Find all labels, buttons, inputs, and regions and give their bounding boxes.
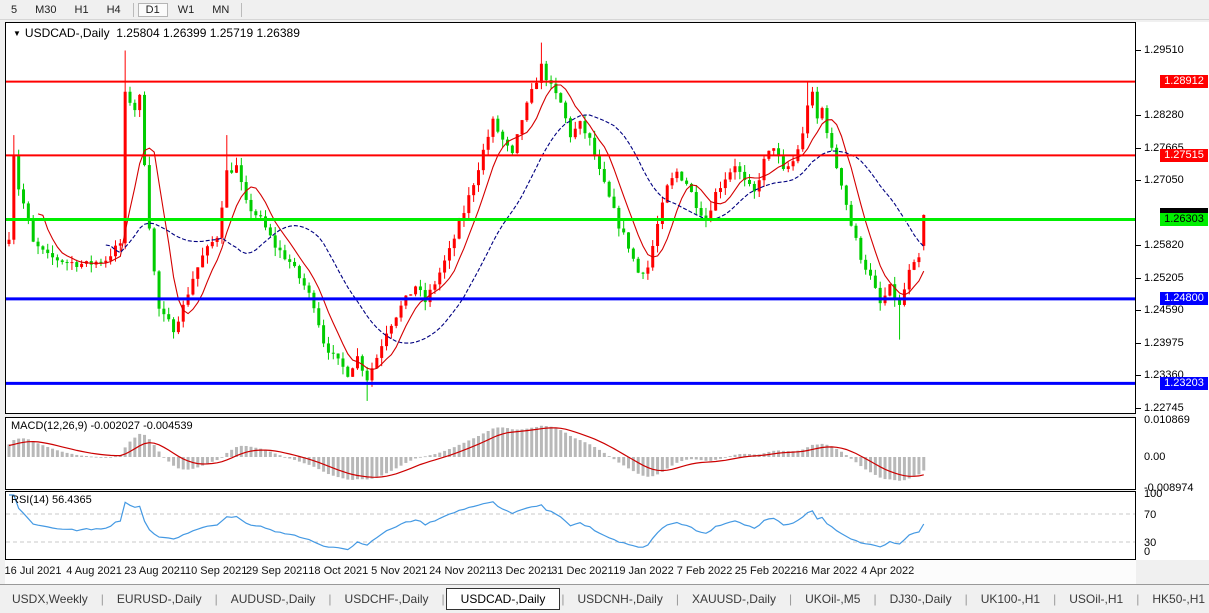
ohlc-close: 1.26389: [256, 26, 300, 40]
tab-separator: |: [214, 592, 218, 606]
macd-label: MACD(12,26,9) -0.002027 -0.004539: [11, 420, 193, 432]
ohlc-high: 1.26399: [163, 26, 207, 40]
timeframe-button-h4[interactable]: H4: [106, 3, 121, 16]
level-price-label: 1.28912: [1160, 75, 1208, 89]
date-axis-label: 7 Feb 2022: [676, 565, 733, 577]
date-axis-label: 18 Oct 2021: [308, 565, 369, 577]
timeframe-button-w1[interactable]: W1: [177, 3, 195, 16]
tab-usdcnh[interactable]: USDCNH-,Daily: [577, 592, 663, 606]
macd-axis-tick-label: 0.00: [1144, 451, 1166, 463]
date-axis-label: 4 Apr 2022: [861, 565, 915, 577]
candlestick-chart[interactable]: [6, 23, 1135, 413]
date-axis-label: 25 Feb 2022: [734, 565, 797, 577]
price-axis-tick-label: 1.23975: [1144, 336, 1184, 349]
tab-separator: |: [788, 592, 793, 606]
price-axis-tick-mark: [1136, 375, 1141, 377]
rsi-axis-tick-label: 100: [1144, 488, 1163, 500]
chart-symbol: USDCAD-,Daily: [24, 26, 110, 40]
price-axis-tick-mark: [1136, 115, 1141, 116]
price-axis-tick-label: 1.22745: [1144, 401, 1184, 414]
macd-axis-tick-label: 0.010869: [1144, 414, 1190, 426]
tab-separator: |: [561, 592, 565, 606]
tab-eurusd[interactable]: EURUSD-,Daily: [116, 592, 202, 606]
price-axis-tick-mark: [1136, 50, 1141, 51]
tab-usdcad[interactable]: USDCAD-,Daily: [445, 588, 561, 610]
timeframe-button-d1[interactable]: D1: [137, 2, 168, 17]
date-axis-label: 24 Nov 2021: [429, 565, 492, 577]
tab-dj30[interactable]: DJ30-,Daily: [889, 592, 952, 606]
ohlc-open: 1.25804: [116, 26, 160, 40]
level-price-label: 1.23203: [1160, 376, 1208, 390]
main-chart-panel[interactable]: ▼ USDCAD-,Daily 1.25804 1.26399 1.25719 1…: [5, 22, 1136, 414]
timeframe-button-mn[interactable]: MN: [212, 3, 230, 16]
price-axis-tick-label: 1.25205: [1144, 271, 1184, 284]
price-axis-tick-mark: [1136, 342, 1141, 344]
tab-separator: |: [873, 592, 877, 606]
tab-hk50[interactable]: HK50-,H1: [1152, 592, 1206, 606]
rsi-axis-tick-label: 30: [1144, 537, 1157, 549]
ohlc-low: 1.25719: [209, 26, 254, 40]
chevron-down-icon[interactable]: ▼: [13, 29, 21, 38]
date-axis-label: 31 Dec 2021: [551, 565, 614, 577]
toolbar-separator: [241, 2, 243, 17]
level-price-label: 1.27515: [1160, 148, 1208, 162]
tab-usdchf[interactable]: USDCHF-,Daily: [344, 592, 429, 606]
tab-uk100[interactable]: UK100-,H1: [980, 592, 1041, 606]
tab-separator: |: [441, 592, 445, 606]
price-axis-tick-mark: [1136, 407, 1141, 409]
tab-separator: |: [100, 592, 104, 606]
price-axis-tick-mark: [1136, 245, 1141, 247]
macd-axis-tick-label: -0.008974: [1144, 481, 1194, 494]
level-price-label: 1.26303: [1160, 212, 1208, 226]
tab-audusd[interactable]: AUDUSD-,Daily: [230, 592, 316, 606]
date-axis-label: 5 Nov 2021: [371, 565, 428, 577]
macd-panel[interactable]: MACD(12,26,9) -0.002027 -0.004539: [5, 417, 1136, 490]
level-price-label: 1.24800: [1160, 292, 1208, 306]
tab-separator: |: [1136, 592, 1140, 606]
rsi-axis-tick-label: 0: [1144, 546, 1151, 558]
toolbar-separator: [132, 2, 134, 17]
price-axis: 1.29510 1.28280 1.27665 1.27050 1.25820 1.252…: [1136, 22, 1209, 560]
tab-ukoil[interactable]: UKOil-,M5: [805, 592, 861, 606]
price-axis-tick-mark: [1136, 310, 1141, 312]
rsi-panel[interactable]: RSI(14) 56.4365: [5, 491, 1136, 560]
timeframe-button-m30[interactable]: M30: [35, 3, 57, 16]
date-axis-label: 16 Jul 2021: [4, 565, 62, 577]
rsi-axis-tick-label: 70: [1144, 509, 1157, 521]
price-axis-tick-label: 1.25820: [1144, 239, 1184, 252]
tab-separator: |: [964, 592, 968, 606]
tab-xauusd[interactable]: XAUUSD-,Daily: [691, 592, 776, 606]
timeframe-button-5[interactable]: 5: [11, 3, 18, 16]
tab-usdx[interactable]: USDX,Weekly: [12, 592, 88, 606]
rsi-chart[interactable]: [6, 492, 1135, 559]
tab-separator: |: [1053, 592, 1057, 606]
date-axis-label: 29 Sep 2021: [245, 565, 309, 577]
date-axis-label: 4 Aug 2021: [66, 565, 122, 577]
price-axis-tick-mark: [1136, 180, 1141, 181]
tab-separator: |: [675, 592, 679, 606]
timeframe-toolbar: 5 M30 H1 H4 D1 W1 MN: [0, 0, 1209, 20]
date-axis-label: 10 Sep 2021: [184, 565, 248, 577]
tab-separator: |: [328, 592, 332, 606]
date-axis-label: 23 Aug 2021: [124, 565, 186, 577]
date-axis-label: 13 Dec 2021: [490, 565, 553, 577]
price-axis-tick-mark: [1136, 277, 1141, 279]
price-axis-tick-label: 1.28280: [1144, 109, 1184, 121]
rsi-label: RSI(14) 56.4365: [11, 494, 92, 506]
timeframe-button-h1[interactable]: H1: [74, 3, 89, 16]
price-axis-tick-label: 1.29510: [1144, 44, 1184, 56]
price-axis-tick-label: 1.24590: [1144, 304, 1184, 317]
chart-tab-bar: USDX,Weekly | EURUSD-,Daily | AUDUSD-,Daily |…: [0, 584, 1209, 613]
macd-chart[interactable]: [6, 418, 1135, 489]
tab-usoil[interactable]: USOil-,H1: [1069, 592, 1124, 606]
price-axis-tick-label: 1.27050: [1144, 174, 1184, 186]
chart-title: ▼ USDCAD-,Daily 1.25804 1.26399 1.25719 1…: [13, 26, 300, 40]
date-axis: 16 Jul 2021 4 Aug 2021 23 Aug 2021 10 Sep 2…: [5, 560, 1136, 584]
date-axis-label: 19 Jan 2022: [613, 565, 674, 577]
date-axis-label: 16 Mar 2022: [795, 565, 858, 577]
price-axis-tick-mark: [1136, 147, 1141, 149]
